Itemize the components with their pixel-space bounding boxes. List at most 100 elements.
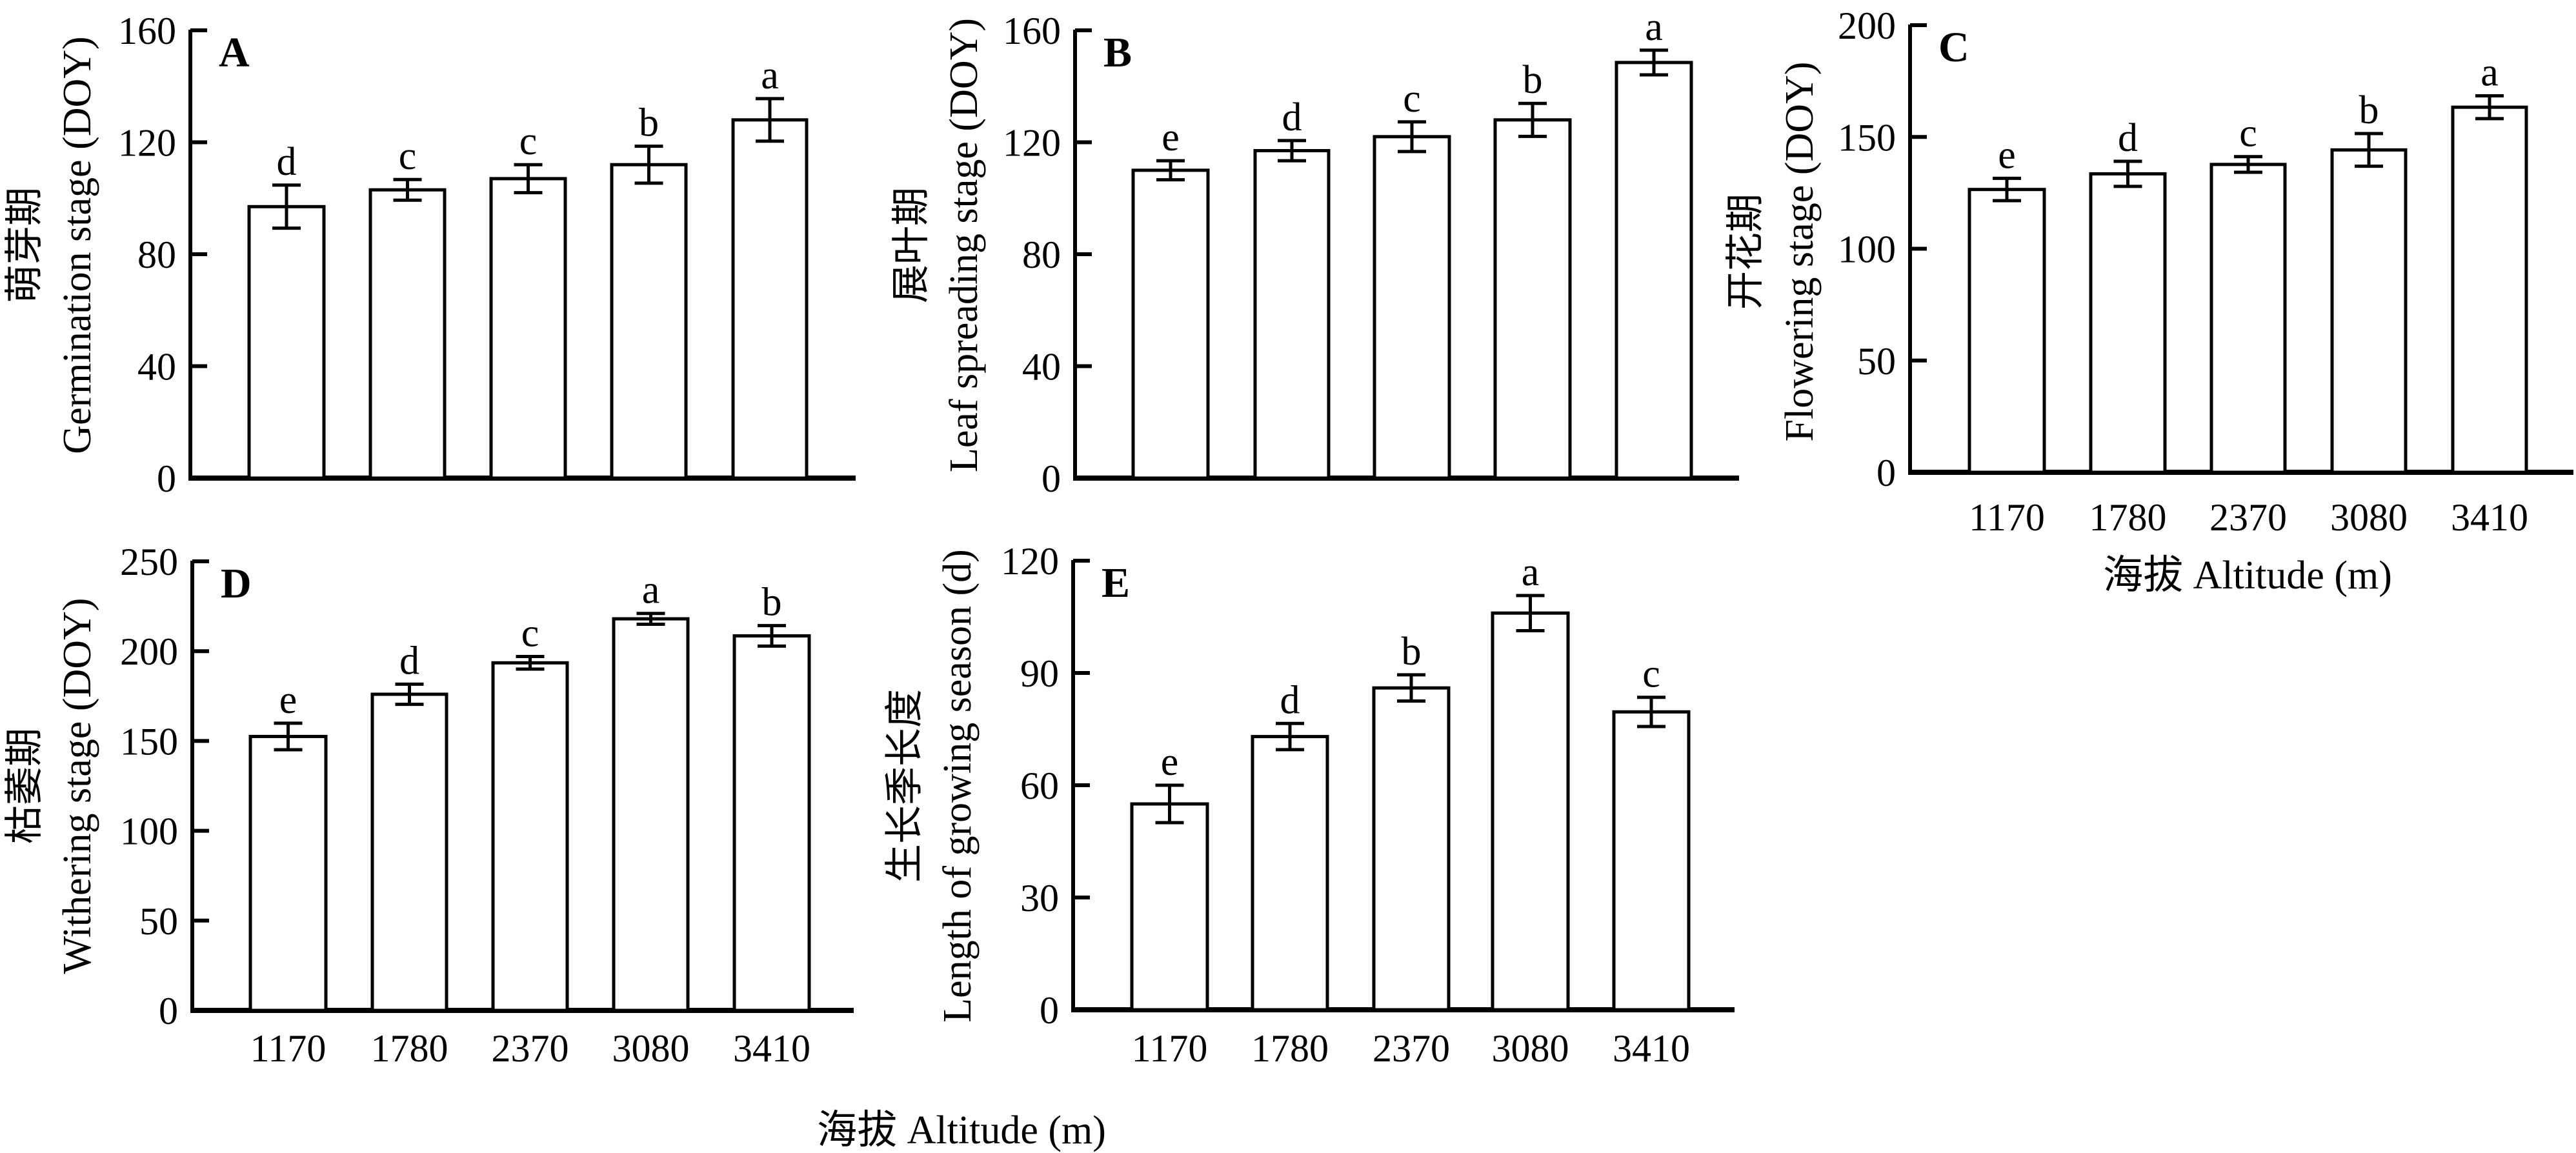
panel-a: 0 40 80 120 160 Ad c c b a 萌芽期 Germination stage (D… <box>2 10 856 500</box>
bar <box>1612 710 1691 1012</box>
y-tick-label: 200 <box>1838 5 1896 47</box>
y-tick-label: 40 <box>1022 346 1061 388</box>
bar <box>1130 802 1209 1012</box>
y-tick-label: 80 <box>1022 234 1061 276</box>
significance-letter: e <box>1998 133 2016 177</box>
significance-letter: d <box>1282 95 1302 139</box>
y-tick-label: 200 <box>120 630 178 673</box>
y-axis-title: Flowering stage (DOY) <box>1778 62 1822 442</box>
shared-x-axis-title: 海拔 Altitude (m) <box>817 1108 1106 1152</box>
bar <box>247 205 326 480</box>
bar <box>1493 118 1572 480</box>
bar <box>2209 163 2287 474</box>
x-tick-label: 2370 <box>1373 1027 1450 1070</box>
panel-letter: C <box>1938 24 1969 71</box>
bar <box>1615 61 1693 480</box>
significance-letter: c <box>1642 652 1660 696</box>
bar <box>610 163 688 480</box>
significance-letter: a <box>761 54 779 97</box>
significance-letter: a <box>1645 5 1663 49</box>
significance-letter: d <box>399 639 419 683</box>
significance-letter: b <box>2359 88 2379 132</box>
bar <box>1372 686 1451 1012</box>
y-tick-label: 250 <box>120 541 178 583</box>
x-tick-label: 2370 <box>492 1027 569 1070</box>
panel-letter: B <box>1103 29 1132 76</box>
y-axis-title-cn: 枯萎期 <box>2 728 47 844</box>
y-tick-label: 0 <box>1877 452 1896 494</box>
bar <box>1131 168 1210 480</box>
x-tick-label: 3410 <box>733 1027 810 1070</box>
y-tick-label: 100 <box>1838 228 1896 271</box>
panel-d: 0 50 100 150 200 250 De 1170 d 1780 c 2370 a 3080 b 341… <box>2 541 854 1070</box>
bar <box>489 177 567 480</box>
bar <box>491 661 569 1012</box>
panel-letter: E <box>1102 559 1130 607</box>
y-tick-label: 160 <box>118 10 176 52</box>
bar <box>732 634 811 1012</box>
bar <box>731 118 809 480</box>
y-tick-label: 0 <box>1040 989 1059 1032</box>
x-axis-title: 海拔 Altitude (m) <box>2103 554 2392 597</box>
y-tick-label: 80 <box>137 234 176 276</box>
x-tick-label: 3080 <box>612 1027 690 1070</box>
significance-letter: c <box>399 134 417 178</box>
y-tick-label: 150 <box>120 720 178 763</box>
significance-letter: d <box>2118 116 2138 160</box>
y-axis-title-cn: 开花期 <box>1723 194 1768 310</box>
bar <box>1373 135 1451 480</box>
x-tick-label: 1170 <box>1132 1027 1208 1070</box>
panel-letter: A <box>219 29 250 76</box>
bar <box>368 188 447 480</box>
y-tick-label: 90 <box>1020 652 1059 695</box>
bar <box>248 734 328 1012</box>
significance-letter: b <box>762 581 782 625</box>
y-axis-title-cn: 展叶期 <box>889 187 934 303</box>
x-tick-label: 1170 <box>250 1027 327 1070</box>
y-tick-label: 100 <box>120 810 178 853</box>
significance-letter: e <box>279 678 297 722</box>
significance-letter: c <box>519 119 538 163</box>
y-tick-label: 40 <box>137 346 176 388</box>
significance-letter: b <box>639 101 659 145</box>
y-axis-title: Germination stage (DOY) <box>55 36 99 454</box>
y-tick-label: 120 <box>1003 122 1061 165</box>
significance-letter: e <box>1162 115 1180 159</box>
bar <box>2451 105 2528 474</box>
y-tick-label: 0 <box>157 457 176 500</box>
bar <box>1253 149 1331 480</box>
significance-letter: b <box>1523 58 1543 102</box>
y-tick-label: 60 <box>1020 765 1059 807</box>
x-tick-label: 1170 <box>1969 496 2045 539</box>
y-tick-label: 0 <box>1041 457 1061 500</box>
y-tick-label: 120 <box>1001 540 1059 583</box>
significance-letter: a <box>1522 550 1540 594</box>
x-tick-label: 1780 <box>2089 496 2167 539</box>
x-tick-label: 1780 <box>371 1027 448 1070</box>
bar <box>612 617 690 1012</box>
significance-letter: e <box>1161 740 1179 784</box>
bar <box>1491 611 1570 1012</box>
y-axis-title: Length of growing season (d) <box>936 549 980 1023</box>
y-tick-label: 120 <box>118 122 176 165</box>
y-tick-label: 30 <box>1020 877 1059 919</box>
x-tick-label: 3080 <box>2330 496 2408 539</box>
significance-letter: c <box>1403 77 1421 121</box>
x-tick-label: 2370 <box>2209 496 2287 539</box>
significance-letter: c <box>2239 112 2257 155</box>
y-tick-label: 50 <box>1857 340 1896 383</box>
panel-b: 0 40 80 120 160 Be d c b a 展叶期 Leaf spreading stage… <box>889 5 1739 500</box>
x-tick-label: 3410 <box>1613 1027 1690 1070</box>
y-tick-label: 0 <box>159 990 178 1032</box>
y-axis-title: Withering stage (DOY) <box>55 598 99 974</box>
panel-letter: D <box>221 560 252 607</box>
bar <box>370 692 448 1012</box>
x-tick-label: 1780 <box>1251 1027 1329 1070</box>
significance-letter: c <box>521 612 539 656</box>
y-tick-label: 160 <box>1003 10 1061 52</box>
bar <box>1251 735 1329 1012</box>
bar <box>2330 148 2408 474</box>
panel-c: 0 50 100 150 200 Ce 1170 d 1780 c 2370 b 3080 a 3410 开花… <box>1723 5 2573 597</box>
significance-letter: d <box>277 140 297 184</box>
